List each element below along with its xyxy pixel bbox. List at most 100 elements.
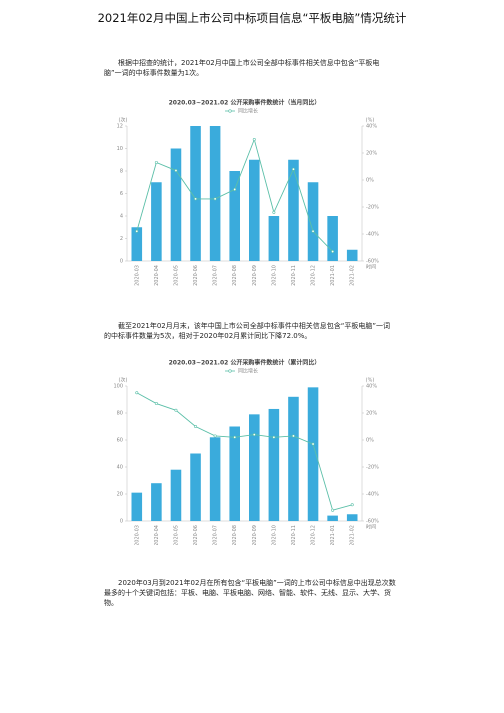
x-tick-label: 2020-05 [173,265,179,286]
bar [131,492,143,521]
bar [307,387,319,521]
x-tick-label: 2020-07 [213,265,219,286]
x-tick-label: 2020-09 [252,265,258,286]
legend-label: 同比增长 [238,108,258,115]
bar [346,514,358,521]
bar [229,426,240,521]
point [233,187,237,191]
point [311,229,315,233]
bar [151,483,162,521]
x-tick-label: 2020-06 [193,265,199,286]
chart: 2020.03~2021.02 公开采购事件数统计（当月同比）同比增长 (次) (%… [117,99,380,286]
bar [170,469,182,521]
chart: 2020.03~2021.02 公开采购事件数统计（累计同比）同比增长 (次) (%… [113,359,379,546]
y2-axis-label: (%) [366,118,375,124]
y-tick-label: 0 [120,259,123,265]
x-tick-label: 2020-03 [134,525,140,545]
y-tick-label: 4 [120,214,123,220]
y2-tick-label: 40% [366,124,377,130]
bar [131,227,143,261]
bar [346,249,358,261]
x-tick-label: 2020-04 [154,525,160,545]
x-tick-label: 2020-10 [271,265,277,286]
point [174,169,178,173]
x-tick-label: 2020-09 [252,525,258,545]
chart-title: 2020.03~2021.02 公开采购事件数统计（当月同比） [169,99,321,107]
y2-tick-label: -20% [366,465,379,471]
y2-tick-label: 0% [366,178,374,184]
point [174,408,178,412]
x-axis-label: 时间 [366,524,376,531]
y2-tick-label: -60% [366,259,379,265]
point [194,197,198,201]
x-tick-label: 2021-01 [330,265,336,286]
y2-tick-label: -40% [366,232,379,238]
bar [249,159,260,261]
paragraph: 根据中招查的统计，2021年02月中国上市公司全部中标事件相关信息中包含“平板电… [104,59,380,77]
bar [151,182,162,261]
line [136,392,353,511]
y-tick-label: 40 [117,465,123,471]
y2-tick-label: 0% [366,438,374,444]
bar [268,408,280,521]
doc-title: 2021年02月中国上市公司中标项目信息“平板电脑”情况统计 [97,11,407,25]
bar [307,182,319,261]
point [213,434,217,438]
x-tick-label: 2020-07 [213,525,219,545]
x-tick-label: 2021-01 [330,525,336,545]
point [194,425,198,429]
bar [327,216,338,261]
point [272,210,276,214]
point [135,229,139,233]
legend-marker [228,369,232,373]
y-tick-label: 0 [120,519,123,525]
point [213,197,217,201]
y2-axis-label: (%) [366,378,375,384]
x-tick-label: 2020-06 [193,525,199,545]
bar [190,126,201,261]
x-tick-label: 2020-11 [291,265,297,286]
y2-tick-label: 20% [366,151,377,157]
point [350,503,354,507]
y-axis-label: (次) [119,377,128,384]
point [331,508,335,512]
point [291,167,295,171]
y-tick-label: 60 [117,438,123,444]
bar [288,396,299,521]
point [331,250,335,254]
x-tick-label: 2020-03 [134,265,140,286]
point [233,435,237,439]
y-tick-label: 10 [117,146,123,152]
y-tick-label: 100 [113,384,123,390]
chart-title: 2020.03~2021.02 公开采购事件数统计（累计同比） [169,359,321,367]
point [154,402,158,406]
bar [229,171,240,261]
paragraph: 截至2021年02月月末，该年中国上市公司全部中标事件中相关信息包含“平板电脑”… [104,322,390,340]
point [252,433,256,437]
point [272,435,276,439]
bar [249,414,260,521]
x-tick-label: 2020-04 [154,265,160,286]
x-tick-label: 2020-08 [232,265,238,286]
y-tick-label: 12 [117,124,123,130]
bar [170,148,182,261]
x-tick-label: 2020-10 [271,525,277,545]
y-tick-label: 2 [120,236,123,242]
bar [288,159,299,261]
legend-label: 同比增长 [238,368,258,375]
point [311,442,315,446]
y2-tick-label: 20% [366,411,377,417]
bar [209,126,221,261]
x-tick-label: 2021-02 [350,525,356,545]
y2-tick-label: -60% [366,519,379,525]
y-tick-label: 20 [117,492,123,498]
bar [268,216,280,261]
x-tick-label: 2020-11 [291,525,297,545]
x-tick-label: 2020-12 [311,525,317,545]
y2-tick-label: -40% [366,492,379,498]
y2-tick-label: -20% [366,205,379,211]
point [154,160,158,164]
point [291,434,295,438]
y-axis-label: (次) [119,117,128,124]
